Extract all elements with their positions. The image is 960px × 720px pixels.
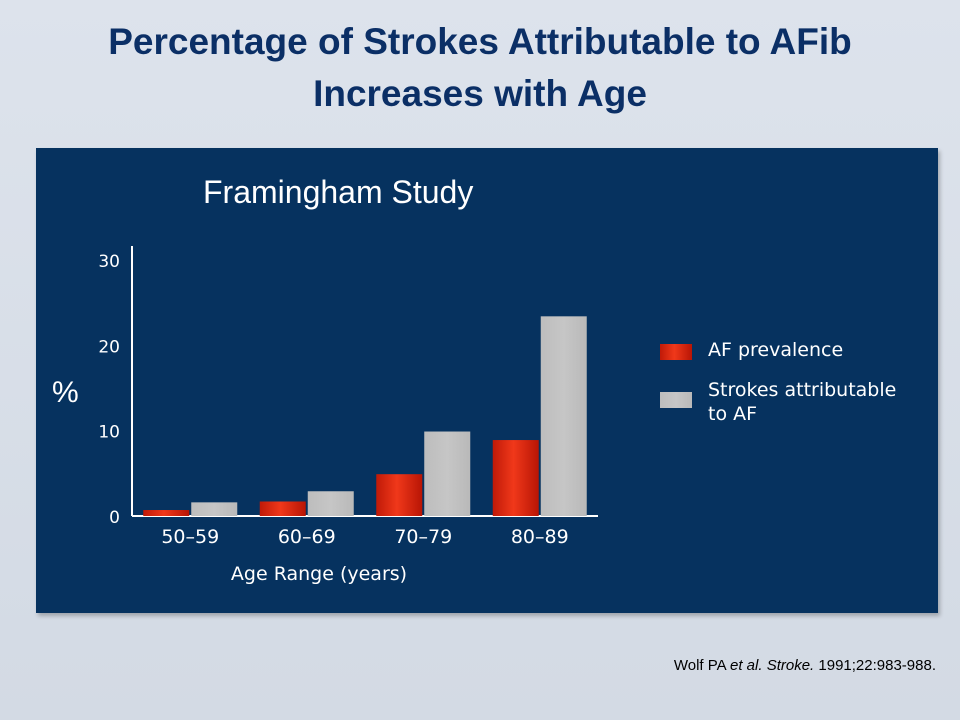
x-tick-label: 50–59	[161, 526, 219, 548]
bar-af-prevalence	[376, 474, 423, 516]
citation-details: 1991;22:983-988.	[818, 657, 936, 674]
bar-af-prevalence	[492, 440, 539, 516]
legend-strokes-attributable-label: to AF	[708, 403, 757, 425]
citation-author: Wolf PA	[673, 657, 726, 674]
x-tick-label: 70–79	[394, 526, 452, 548]
slide-title-line-1: Percentage of Strokes Attributable to AF…	[108, 21, 852, 62]
legend-strokes-attributable-label: Strokes attributable	[708, 379, 896, 401]
x-tick-label: 80–89	[511, 526, 569, 548]
chart-panel: Framingham Study % Age Range (years) 0 10…	[36, 148, 938, 613]
chart-title: Framingham Study	[203, 174, 473, 210]
legend-af-prevalence-swatch	[660, 344, 692, 360]
legend-strokes-attributable-swatch	[660, 392, 692, 408]
x-tick-label: 60–69	[278, 526, 336, 548]
y-tick-label: 30	[98, 252, 120, 272]
slide-title: Percentage of Strokes Attributable to AF…	[0, 16, 960, 120]
bar-af-prevalence	[143, 510, 190, 516]
bar-strokes-attributable	[191, 502, 238, 516]
y-tick-label: 0	[109, 508, 120, 528]
bar-strokes-attributable	[540, 316, 587, 516]
citation-et-al: et al.	[729, 657, 763, 674]
y-tick-label: 20	[98, 337, 120, 357]
bar-chart: Framingham Study % Age Range (years) 0 10…	[52, 174, 896, 585]
legend-af-prevalence-label: AF prevalence	[708, 339, 843, 361]
bar-af-prevalence	[259, 501, 306, 516]
x-axis-label: Age Range (years)	[231, 563, 407, 585]
y-tick-label: 10	[98, 423, 120, 443]
y-axis-label: %	[52, 376, 79, 409]
bar-strokes-attributable	[424, 431, 471, 516]
citation: Wolf PA et al. Stroke. 1991;22:983-988.	[674, 657, 936, 674]
slide-title-line-2: Increases with Age	[313, 73, 647, 114]
citation-journal: Stroke.	[766, 657, 815, 674]
bar-strokes-attributable	[307, 491, 354, 516]
